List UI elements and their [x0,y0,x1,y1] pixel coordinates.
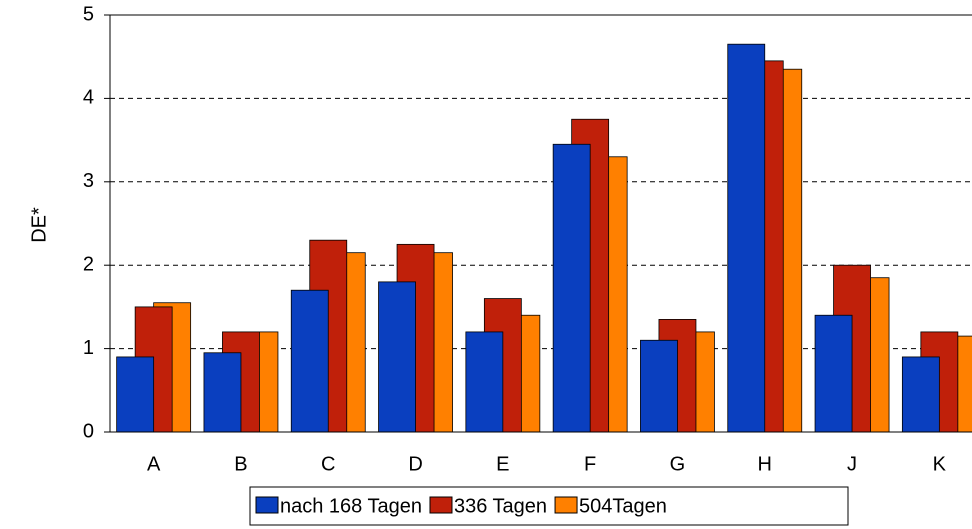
x-tick-label: G [670,453,686,475]
bar [814,314,853,433]
bar [378,281,416,433]
legend-box [249,486,849,526]
legend-swatch [429,496,453,514]
bar [901,356,940,433]
legend-label: 504Tagen [579,495,667,517]
bar [116,356,155,433]
legend-label: 336 Tagen [454,495,547,517]
y-tick-label: 2 [83,253,94,275]
bar [727,43,766,433]
x-tick-label: D [408,453,422,475]
y-axis-label: DE* [28,207,50,243]
x-tick-label: C [321,453,335,475]
bar [640,339,678,433]
y-tick-label: 0 [83,420,94,442]
x-tick-label: A [147,453,161,475]
x-tick-label: B [234,453,247,475]
y-tick-label: 4 [83,87,94,109]
bar [552,143,591,433]
bar [203,352,242,433]
bar [465,331,504,433]
y-tick-label: 1 [83,337,94,359]
legend-label: nach 168 Tagen [280,495,422,517]
legend-swatch [554,496,578,514]
x-tick-label: F [584,453,596,475]
bar [290,289,329,433]
y-tick-label: 5 [83,3,94,25]
x-tick-label: E [496,453,509,475]
x-tick-label: H [758,453,772,475]
legend-swatch [255,496,279,514]
y-tick-label: 3 [83,170,94,192]
x-tick-label: J [847,453,857,475]
x-tick-label: K [933,453,947,475]
